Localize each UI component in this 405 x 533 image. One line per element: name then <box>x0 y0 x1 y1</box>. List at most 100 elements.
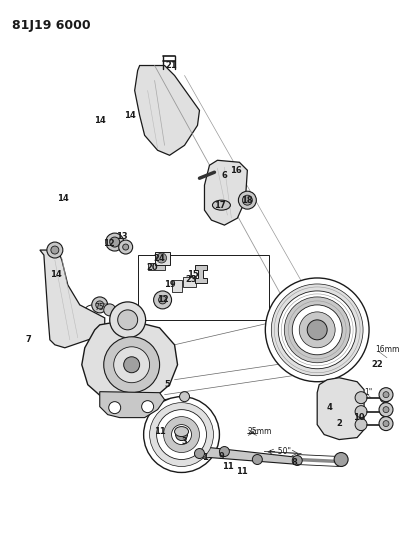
Polygon shape <box>134 66 200 155</box>
Circle shape <box>242 195 252 205</box>
Text: 16mm: 16mm <box>375 345 399 354</box>
Polygon shape <box>194 448 299 464</box>
Circle shape <box>379 402 393 417</box>
Circle shape <box>110 302 146 338</box>
Circle shape <box>307 320 327 340</box>
Circle shape <box>106 233 124 251</box>
Text: 11: 11 <box>237 467 248 476</box>
Text: 12: 12 <box>157 295 168 304</box>
Polygon shape <box>172 280 181 292</box>
Circle shape <box>51 246 59 254</box>
Circle shape <box>110 237 120 247</box>
Text: 25mm: 25mm <box>247 427 272 436</box>
Circle shape <box>96 301 104 309</box>
Polygon shape <box>82 320 177 405</box>
Circle shape <box>144 397 220 472</box>
Text: 20: 20 <box>147 263 158 272</box>
Polygon shape <box>100 392 164 418</box>
Circle shape <box>265 278 369 382</box>
Circle shape <box>104 304 116 316</box>
Circle shape <box>92 297 108 313</box>
Circle shape <box>380 393 390 402</box>
Circle shape <box>194 449 205 458</box>
Text: 9: 9 <box>219 452 224 461</box>
Circle shape <box>179 392 190 402</box>
Text: 23: 23 <box>186 276 197 285</box>
Circle shape <box>123 244 129 250</box>
Circle shape <box>239 191 256 209</box>
Polygon shape <box>183 277 196 287</box>
Circle shape <box>284 297 350 363</box>
Text: 17: 17 <box>213 200 225 209</box>
Text: 10: 10 <box>353 413 365 422</box>
Circle shape <box>172 425 192 445</box>
Circle shape <box>271 284 363 376</box>
Circle shape <box>355 392 367 403</box>
Text: 22: 22 <box>371 360 383 369</box>
Text: 5: 5 <box>165 380 171 389</box>
Text: 21: 21 <box>166 61 177 70</box>
Circle shape <box>383 421 389 426</box>
Circle shape <box>278 291 356 369</box>
Circle shape <box>114 347 149 383</box>
Text: 12: 12 <box>103 239 115 247</box>
Circle shape <box>142 401 153 413</box>
Circle shape <box>292 456 302 465</box>
Circle shape <box>159 296 166 304</box>
Text: 11: 11 <box>222 462 233 471</box>
Circle shape <box>109 402 121 414</box>
Text: 15: 15 <box>187 270 198 279</box>
Circle shape <box>149 402 213 466</box>
Polygon shape <box>40 250 105 348</box>
Polygon shape <box>155 252 170 265</box>
Text: 16: 16 <box>230 166 242 175</box>
Text: 8: 8 <box>291 458 297 467</box>
Text: 14: 14 <box>94 116 106 125</box>
Circle shape <box>383 392 389 398</box>
Text: 18: 18 <box>241 196 252 205</box>
Text: 1: 1 <box>202 453 207 462</box>
Text: 11: 11 <box>154 427 166 436</box>
Circle shape <box>157 253 166 263</box>
Ellipse shape <box>175 426 188 437</box>
Text: 2: 2 <box>336 419 342 428</box>
Polygon shape <box>194 265 207 283</box>
Text: 3: 3 <box>182 437 188 446</box>
Circle shape <box>380 419 390 430</box>
Ellipse shape <box>213 200 230 210</box>
Text: 7: 7 <box>25 335 31 344</box>
Circle shape <box>355 406 367 418</box>
Circle shape <box>119 240 133 254</box>
Text: 75": 75" <box>95 303 108 312</box>
Circle shape <box>124 357 140 373</box>
Circle shape <box>380 407 390 417</box>
Circle shape <box>157 410 207 459</box>
Polygon shape <box>148 263 164 270</box>
Text: 6: 6 <box>222 171 227 180</box>
Text: ← 50": ← 50" <box>269 447 291 456</box>
Text: 19: 19 <box>164 280 175 289</box>
Circle shape <box>47 242 63 258</box>
Circle shape <box>164 417 200 453</box>
Text: 14: 14 <box>124 111 136 120</box>
Circle shape <box>379 387 393 402</box>
Circle shape <box>334 453 348 466</box>
Circle shape <box>104 337 160 393</box>
Circle shape <box>299 312 335 348</box>
Circle shape <box>379 417 393 431</box>
Polygon shape <box>205 160 247 225</box>
Circle shape <box>153 291 172 309</box>
Circle shape <box>118 310 138 330</box>
Text: 4: 4 <box>326 403 332 412</box>
Circle shape <box>355 418 367 431</box>
Text: 13: 13 <box>116 231 128 240</box>
Text: 14: 14 <box>57 193 69 203</box>
Circle shape <box>220 447 229 456</box>
Text: 81J19 6000: 81J19 6000 <box>12 19 91 31</box>
Text: 14: 14 <box>50 270 62 279</box>
Text: 1": 1" <box>364 388 372 397</box>
Circle shape <box>292 305 342 355</box>
Circle shape <box>175 429 188 441</box>
Text: 24: 24 <box>154 254 166 263</box>
Circle shape <box>383 407 389 413</box>
